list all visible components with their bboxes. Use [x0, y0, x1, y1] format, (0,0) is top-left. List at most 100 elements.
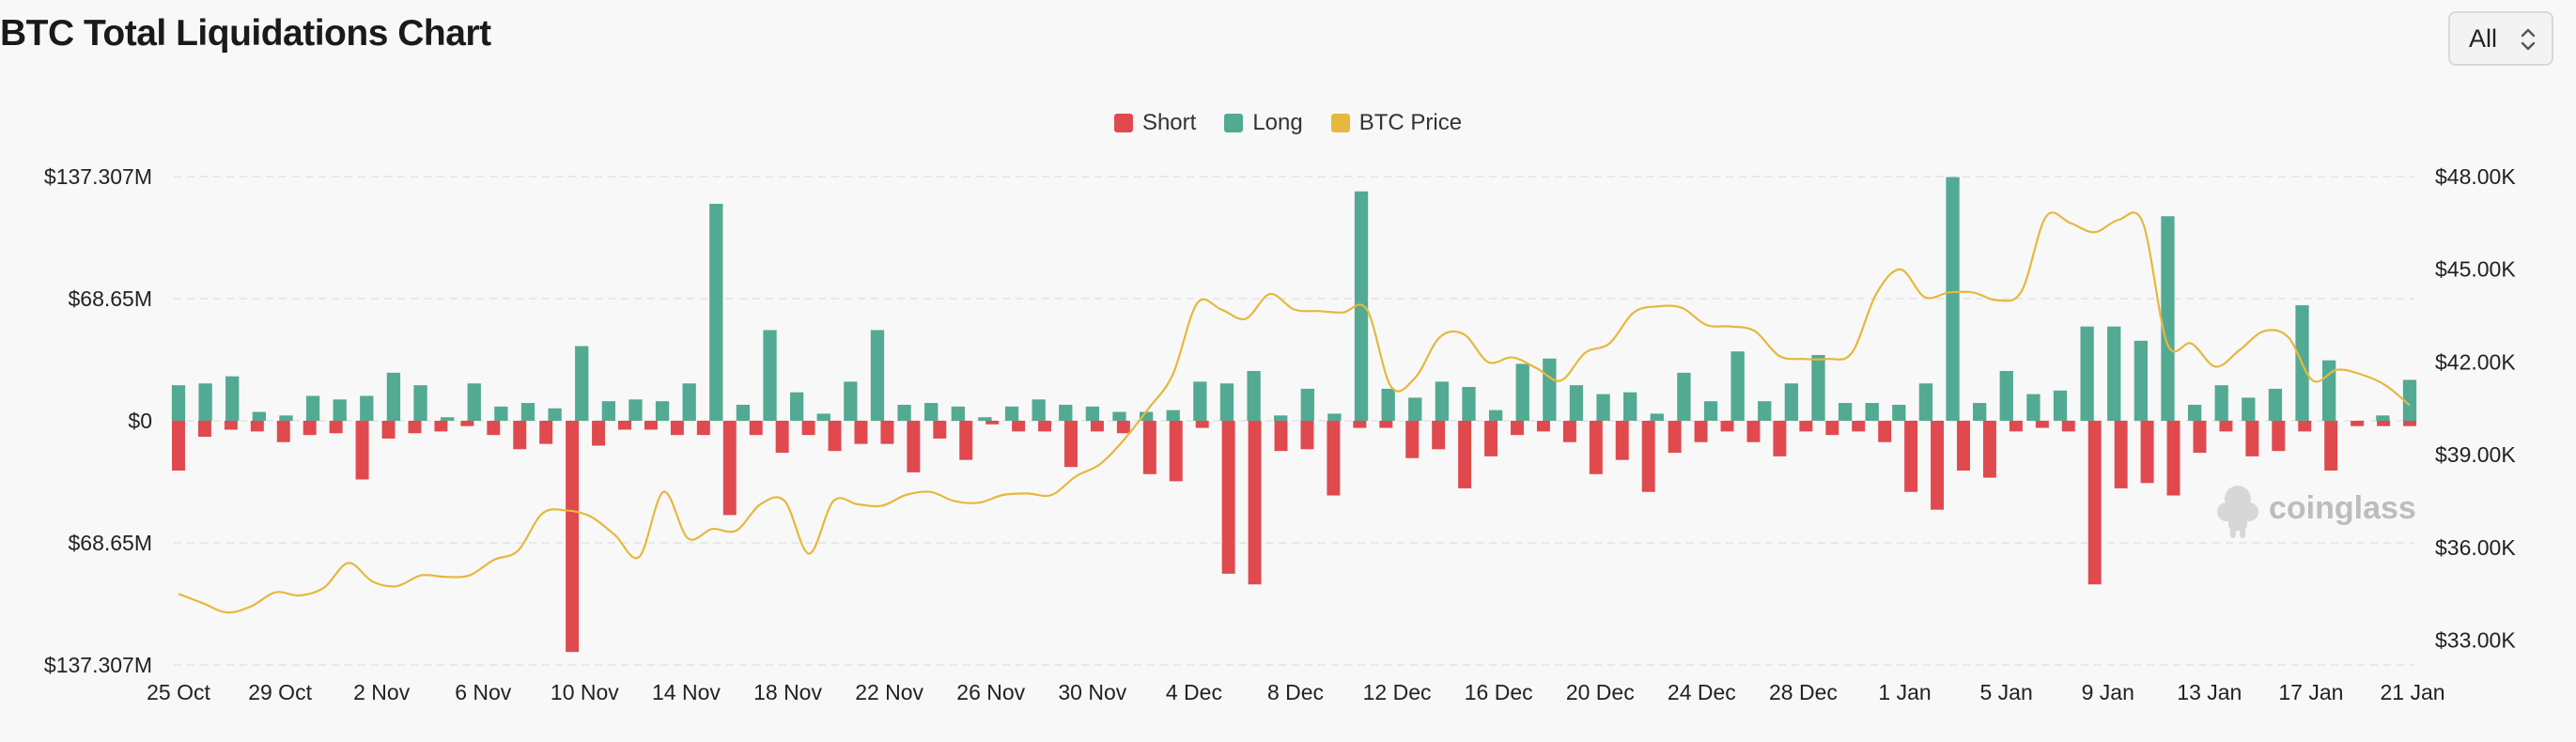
short-bar — [2298, 421, 2312, 432]
chevron-updown-icon — [2521, 28, 2536, 51]
short-bar — [1957, 421, 1970, 471]
x-tick-label: 8 Dec — [1267, 680, 1324, 704]
right-tick-label: $45.00K — [2435, 257, 2516, 282]
long-bar — [601, 401, 615, 421]
long-bar — [709, 203, 723, 421]
short-bar — [775, 421, 789, 454]
long-bar — [2376, 415, 2390, 421]
x-tick-label: 28 Dec — [1769, 680, 1838, 704]
short-bar — [854, 421, 868, 444]
short-bar — [513, 421, 527, 450]
long-bar — [1381, 388, 1395, 421]
long-bar — [171, 385, 186, 421]
short-bar — [1012, 421, 1026, 432]
short-bar — [1405, 421, 1420, 458]
short-bar — [1300, 421, 1314, 450]
short-bar — [2245, 421, 2259, 456]
long-bar — [1596, 394, 1610, 421]
legend-swatch-btc-price — [1330, 114, 1350, 132]
time-range-select-value: All — [2469, 23, 2498, 53]
long-bar — [655, 401, 670, 421]
short-bar — [1379, 421, 1393, 428]
legend-item-short[interactable]: Short — [1113, 110, 1197, 136]
time-range-select[interactable]: All — [2448, 11, 2553, 66]
long-bar — [1327, 413, 1342, 421]
left-axis: $137.307M $68.65M $0 $68.65M $137.307M — [44, 164, 152, 677]
short-bar — [2114, 421, 2128, 488]
short-bar — [2140, 421, 2154, 484]
short-bar — [801, 421, 815, 436]
short-bar — [1589, 421, 1603, 474]
long-bar — [1462, 387, 1476, 421]
long-bar — [333, 399, 347, 421]
right-tick-label: $39.00K — [2435, 442, 2516, 467]
x-tick-label: 20 Dec — [1566, 680, 1635, 704]
long-bar — [924, 403, 939, 421]
long-bar — [1892, 404, 1906, 421]
short-bar — [2377, 421, 2391, 426]
long-bar — [682, 383, 696, 421]
x-tick-label: 13 Jan — [2177, 680, 2242, 704]
long-bar — [252, 411, 266, 421]
long-bar — [1435, 381, 1450, 421]
legend-label-short: Short — [1141, 110, 1197, 135]
left-tick-label: $68.65M — [68, 286, 152, 311]
legend-swatch-long — [1224, 114, 1244, 132]
long-bar — [844, 381, 858, 421]
btc-price-line — [178, 211, 2411, 614]
short-bar — [434, 421, 448, 432]
long-bar — [548, 408, 562, 421]
long-bar — [897, 404, 911, 421]
long-bar — [816, 413, 830, 421]
short-bar — [1064, 421, 1078, 468]
x-tick-label: 6 Nov — [455, 680, 512, 704]
short-bar — [1668, 421, 1682, 454]
short-bar — [2351, 421, 2365, 426]
x-tick-label: 30 Nov — [1058, 680, 1126, 704]
short-bar — [1852, 421, 1866, 432]
long-bar — [1918, 383, 1933, 421]
long-bar — [1838, 403, 1853, 421]
long-bar — [467, 383, 481, 421]
long-bar — [1193, 381, 1207, 421]
left-tick-label: $68.65M — [68, 531, 152, 555]
long-bar — [628, 399, 643, 421]
long-bar — [1515, 363, 1529, 421]
short-bar — [1615, 421, 1629, 460]
legend-label-long: Long — [1252, 110, 1303, 135]
long-bar — [520, 403, 535, 421]
short-bar — [1142, 421, 1156, 474]
legend-item-btc-price[interactable]: BTC Price — [1330, 110, 1462, 136]
long-bar — [789, 392, 804, 421]
long-bar — [1758, 401, 1772, 421]
long-bar — [2322, 360, 2336, 421]
short-bar — [1353, 421, 1367, 428]
long-bar — [1999, 370, 2013, 421]
long-bar — [1219, 383, 1234, 421]
short-bar — [644, 421, 658, 430]
long-bar — [1811, 354, 1825, 421]
long-bar — [951, 406, 965, 421]
long-bar — [1274, 415, 1288, 421]
long-bar — [440, 417, 455, 421]
x-axis: 25 Oct 29 Oct 2 Nov 6 Nov 10 Nov 14 Nov 18 Nov… — [147, 680, 2444, 704]
short-bar — [566, 421, 580, 653]
short-bar — [1274, 421, 1288, 452]
short-bar — [592, 421, 606, 446]
long-bar — [2080, 326, 2094, 421]
short-bar — [539, 421, 553, 444]
short-bar — [1694, 421, 1708, 442]
short-bar — [1825, 421, 1839, 436]
short-bar — [2403, 421, 2416, 426]
long-bar — [1139, 411, 1154, 421]
short-bar — [1511, 421, 1524, 436]
short-bar — [985, 421, 1000, 425]
bars-layer — [171, 177, 2417, 653]
long-bar — [1946, 177, 1960, 421]
long-bar — [1300, 388, 1314, 421]
short-bar — [1641, 421, 1655, 492]
long-bar — [494, 406, 508, 421]
long-bar — [360, 395, 374, 421]
legend-item-long[interactable]: Long — [1224, 110, 1303, 136]
